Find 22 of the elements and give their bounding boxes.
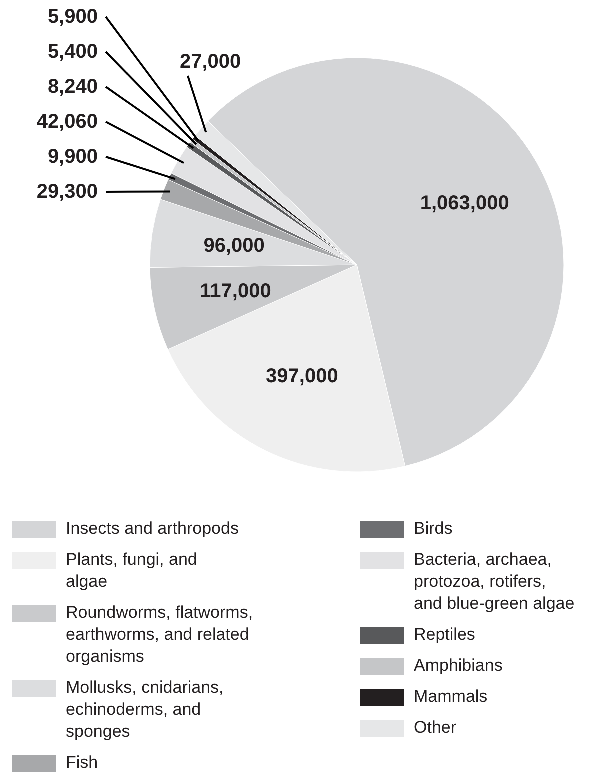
legend-label: Other xyxy=(414,718,457,737)
data-label: 5,400 xyxy=(48,41,98,63)
legend-label: Insects and arthropods xyxy=(66,519,239,538)
legend-label: Roundworms, flatworms, earthworms, and related organisms xyxy=(66,603,254,666)
legend-label: Mammals xyxy=(414,687,488,706)
data-label: 42,060 xyxy=(36,111,98,133)
data-label: 96,000 xyxy=(204,234,265,257)
data-label: 1,063,000 xyxy=(420,192,510,214)
data-label: 5,900 xyxy=(48,6,98,28)
legend-label: Amphibians xyxy=(414,656,503,675)
legend-label: Plants, fungi, and algae xyxy=(66,550,198,591)
data-label: 29,300 xyxy=(36,181,98,203)
legend-label: Bacteria, archaea, protozoa, rotifers, and blue-green algae xyxy=(414,550,575,613)
data-label: 27,000 xyxy=(180,51,242,73)
legend-label: Mollusks, cnidarians, echinoderms, and sponges xyxy=(66,678,224,741)
data-label: 9,900 xyxy=(48,146,98,168)
data-label: 8,240 xyxy=(48,76,98,98)
legend-label: Reptiles xyxy=(414,625,476,644)
legend-label: Birds xyxy=(414,519,453,538)
data-label: 397,000 xyxy=(266,365,338,388)
legend-label: Fish xyxy=(66,753,98,772)
data-label: 117,000 xyxy=(200,280,272,303)
